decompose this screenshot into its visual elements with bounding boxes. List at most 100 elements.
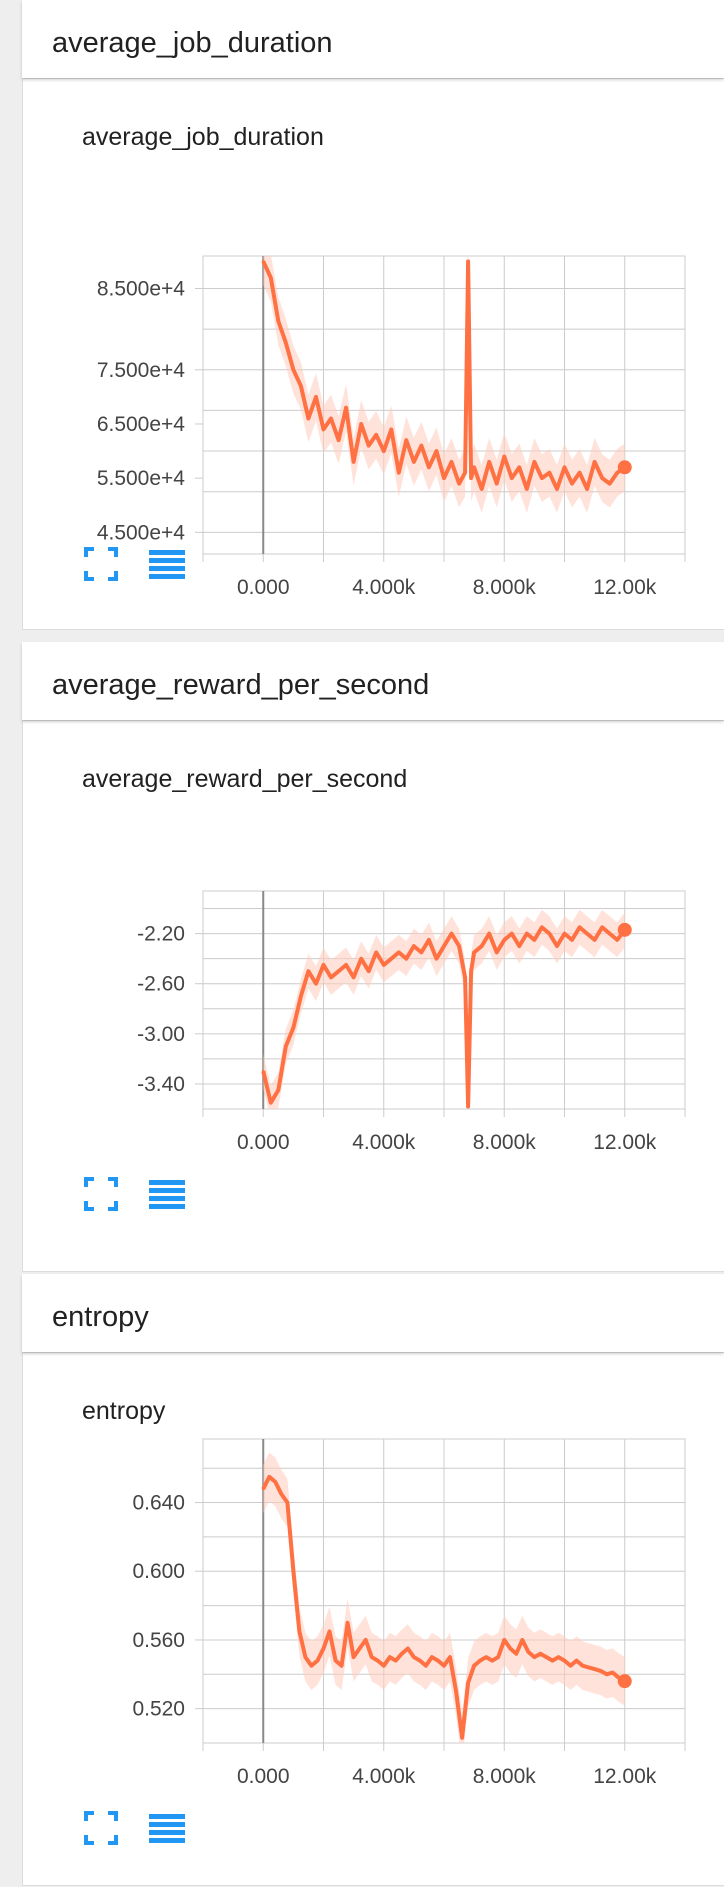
section-title: entropy [52,1301,149,1333]
data-point [487,932,491,936]
data-point [397,950,401,954]
data-point [569,1664,573,1668]
data-point [563,932,566,936]
chart-title: average_reward_per_second [82,765,408,793]
data-point [284,341,288,345]
section-header-entropy[interactable]: entropy [22,1274,724,1352]
data-point [269,1101,273,1105]
x-tick-label: 0.000 [237,576,290,599]
data-point [466,1104,470,1108]
data-point [593,938,597,942]
data-point [495,482,499,486]
x-tick-label: 8.000k [473,1765,537,1788]
data-point [547,471,551,475]
data-point [593,460,597,464]
fullscreen-icon[interactable] [81,1808,121,1848]
data-point [502,1638,506,1642]
data-point [299,994,303,998]
data-point [570,482,574,486]
data-point [397,471,401,475]
data-point [508,1647,512,1651]
data-point [322,963,325,967]
data-point [291,368,295,372]
data-point [532,938,536,942]
data-point [600,476,604,480]
data-point [364,1638,368,1642]
x-tick-label: 0.000 [237,1765,290,1788]
fullscreen-icon[interactable] [81,544,121,584]
data-point [419,950,423,954]
data-point [532,460,536,464]
data-point [457,482,461,486]
section-title: average_reward_per_second [52,669,430,701]
data-point [547,932,551,936]
data-point [563,1659,566,1663]
data-point [322,1647,325,1651]
data-point [261,259,265,263]
data-point [344,406,348,410]
data-point [578,471,582,475]
data-point [538,1652,542,1656]
data-point [434,449,438,453]
data-point [276,319,280,323]
section-header-average-job-duration[interactable]: average_job_duration [22,0,724,78]
y-tick-label: 0.640 [132,1492,185,1515]
x-tick-label: 4.000k [352,1131,416,1154]
data-point [337,438,341,442]
data-point [472,1664,476,1668]
data-point [269,276,273,280]
data-point [466,259,470,263]
data-point [315,1659,319,1663]
section-header-average-reward-per-second[interactable]: average_reward_per_second [22,642,724,720]
data-point [430,1655,434,1659]
data-table-icon[interactable] [147,1808,187,1848]
data-point [599,1669,603,1673]
data-point [334,1659,338,1663]
data-point [404,438,408,442]
data-point [510,476,514,480]
data-point [418,1659,422,1663]
data-point [457,944,461,948]
data-point [370,1655,374,1659]
data-point [502,454,506,458]
data-point [424,1664,428,1668]
data-point [382,1664,386,1668]
data-point [285,1501,289,1505]
y-tick-label: 0.600 [132,1560,185,1583]
data-point [517,465,521,469]
data-point [525,932,529,936]
data-point [267,1475,271,1479]
chart-card-average-reward-per-second: average_reward_per_second -2.20 -2.60 -3.0… [22,720,724,1272]
data-point [532,1655,536,1659]
data-point [382,449,386,453]
data-point [615,471,619,475]
y-tick-label: 5.500e+4 [97,467,185,490]
data-point [608,932,612,936]
data-point [442,1664,446,1668]
data-point [615,938,619,942]
data-point [374,950,378,954]
chart-title: average_job_duration [82,123,324,151]
data-point [329,975,333,979]
data-table-icon[interactable] [147,1174,187,1214]
data-point [608,482,612,486]
x-tick-label: 8.000k [473,576,537,599]
fullscreen-icon[interactable] [81,1174,121,1214]
end-point-marker [617,922,632,937]
data-point [555,487,559,491]
y-tick-label: -3.40 [137,1073,185,1096]
data-table-icon[interactable] [147,544,187,584]
data-point [358,1647,362,1651]
data-point [404,957,408,961]
data-point [352,460,356,464]
data-point [382,963,386,967]
data-point [352,975,356,979]
data-point [526,1650,530,1654]
data-point [359,957,363,961]
data-point [502,938,506,942]
data-point [460,1736,464,1740]
data-point [469,476,473,480]
y-tick-label: 4.500e+4 [97,521,185,544]
y-tick-label: 8.500e+4 [97,278,185,301]
data-point [472,950,476,954]
